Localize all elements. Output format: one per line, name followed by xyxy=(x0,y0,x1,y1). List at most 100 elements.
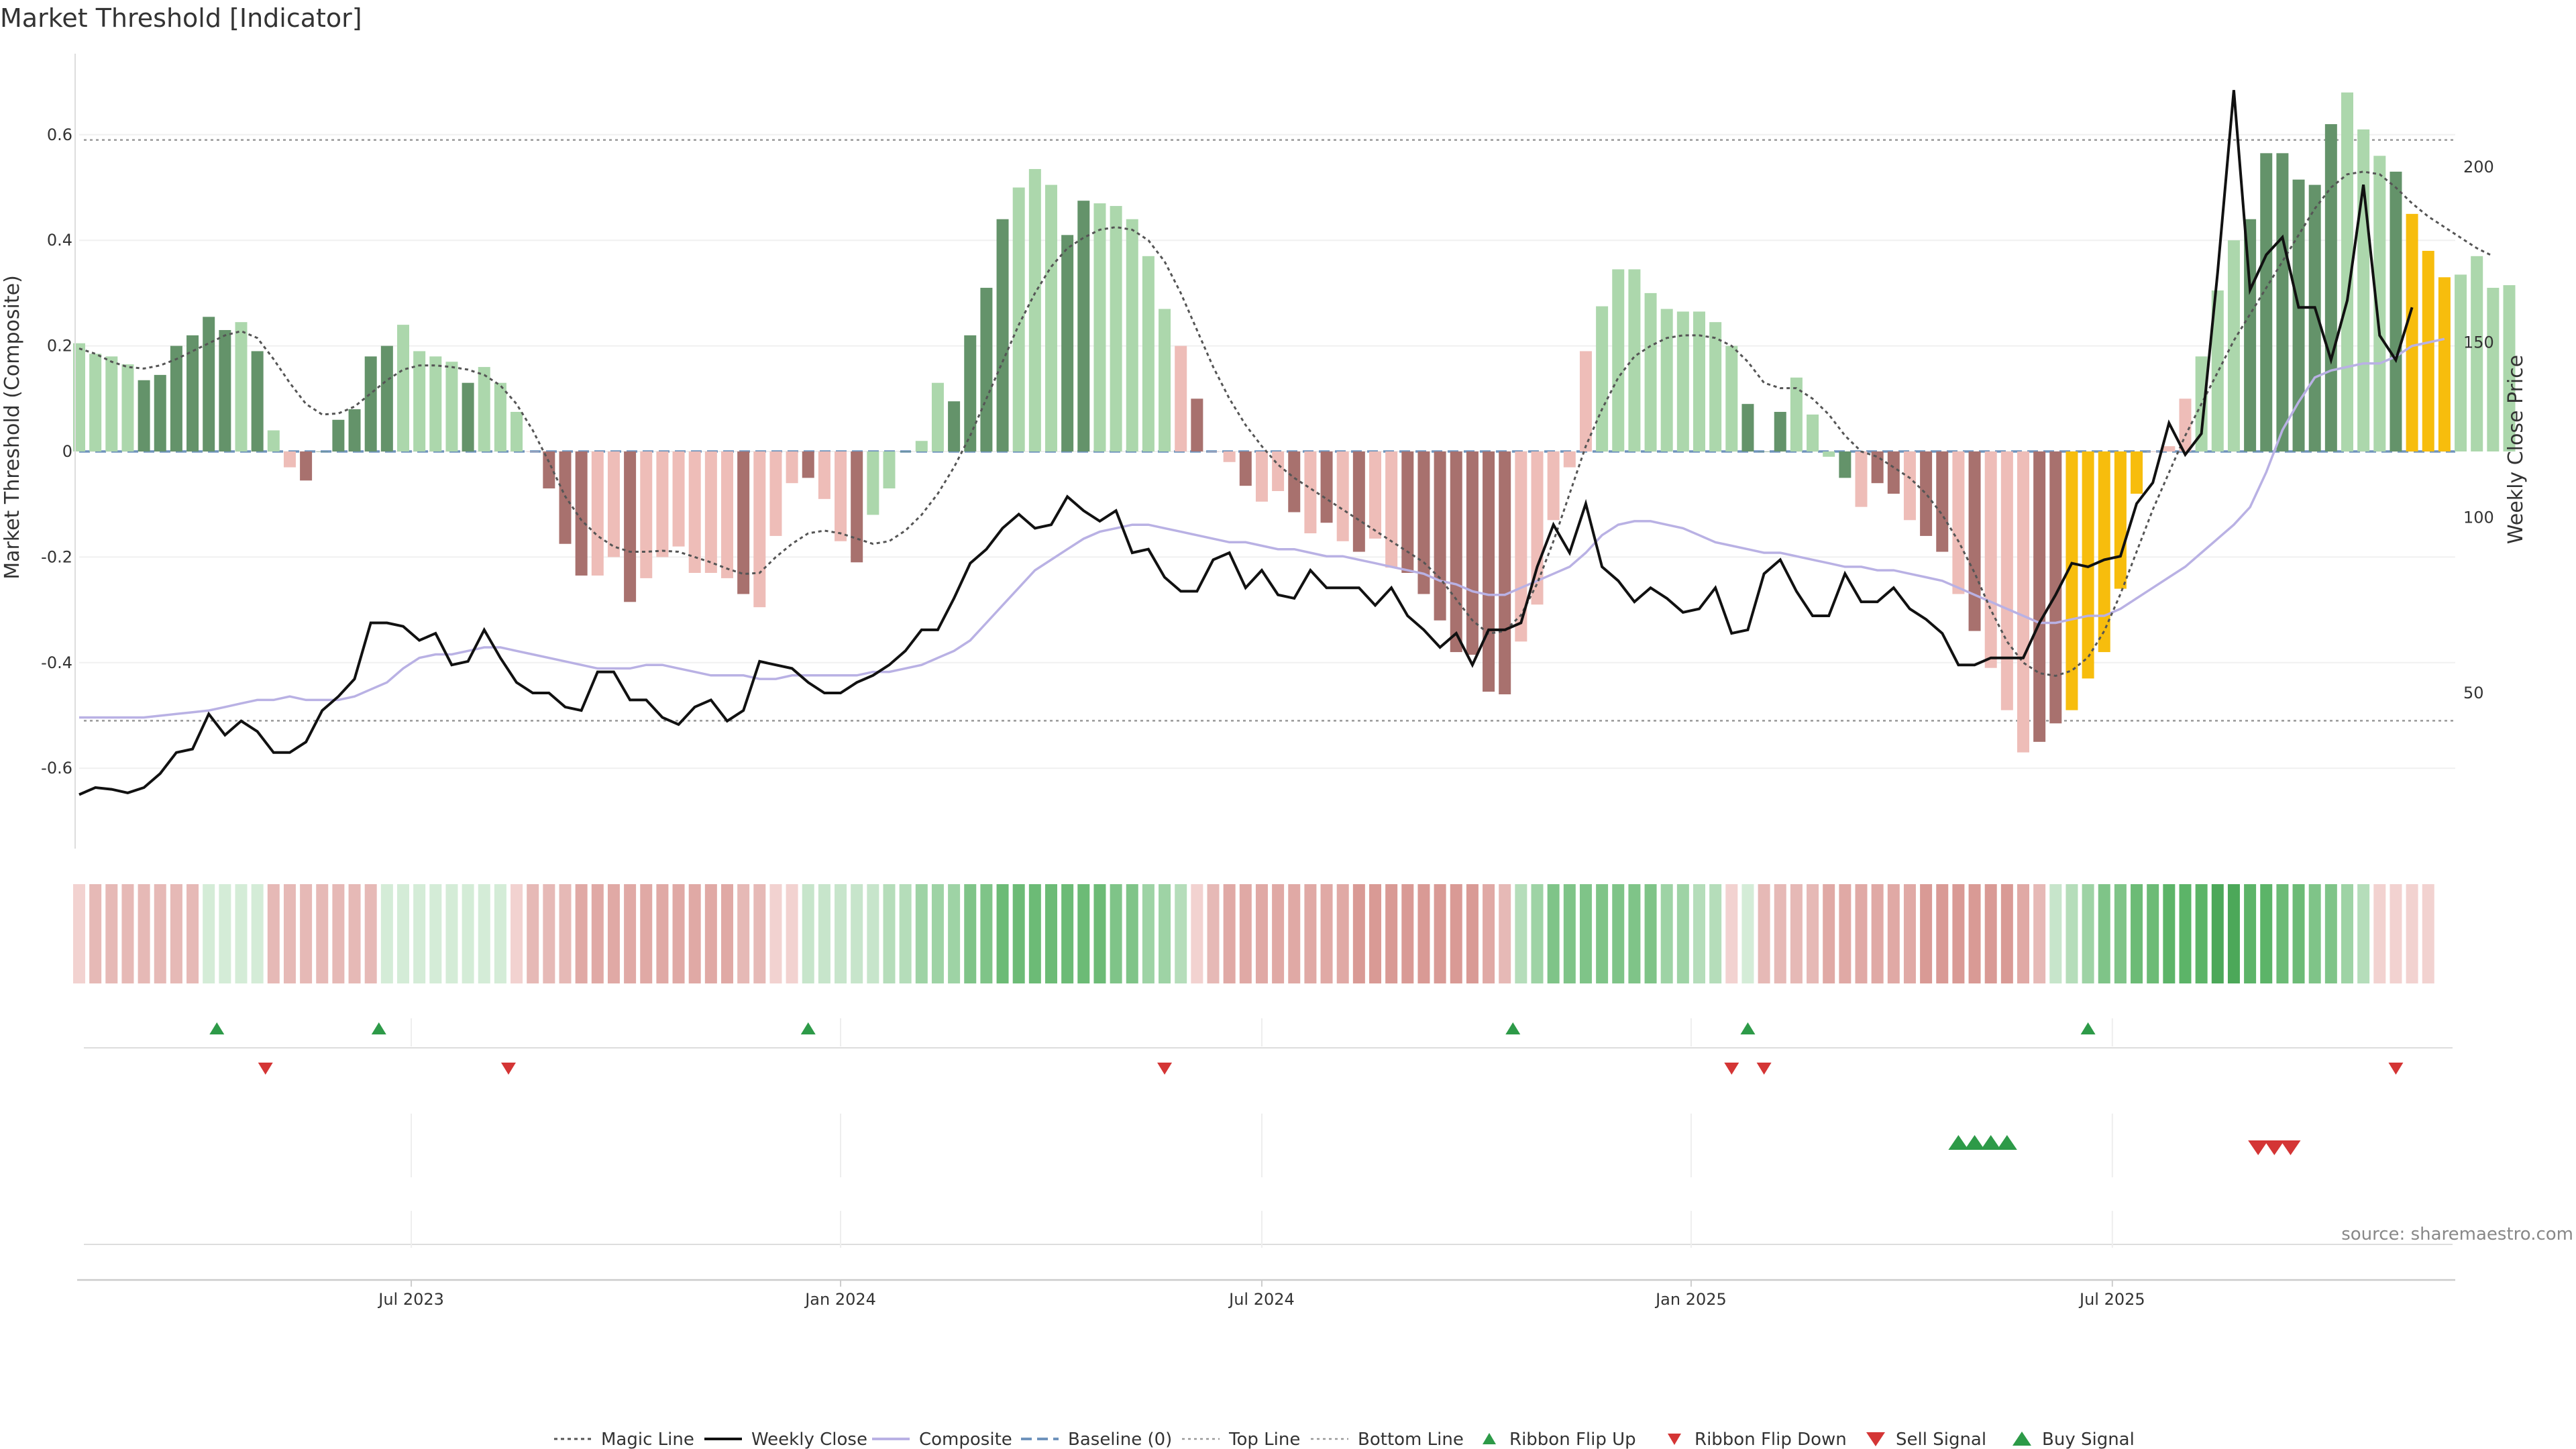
legend-swatch xyxy=(1866,1432,1885,1446)
ribbon-cell xyxy=(154,884,166,983)
ribbon-cell xyxy=(688,884,701,983)
legend-label: Ribbon Flip Up xyxy=(1509,1430,1636,1449)
x-tick-label: Jul 2023 xyxy=(377,1290,444,1309)
composite-bar xyxy=(1093,203,1106,451)
legend-label: Ribbon Flip Down xyxy=(1695,1430,1847,1449)
composite-bar xyxy=(1417,451,1430,594)
composite-bar xyxy=(802,451,814,478)
composite-bar xyxy=(1272,451,1285,492)
ribbon-cell xyxy=(1531,884,1544,983)
ribbon-cell xyxy=(397,884,409,983)
composite-bar xyxy=(154,374,166,451)
composite-bar xyxy=(2098,451,2110,653)
legend-item: Sell Signal xyxy=(1866,1430,1986,1449)
composite-bar xyxy=(235,322,248,451)
composite-bar xyxy=(2065,451,2078,710)
y-tick-right: 100 xyxy=(2463,508,2494,527)
legend-swatch xyxy=(1668,1434,1681,1445)
composite-bar xyxy=(624,451,637,602)
source-note: source: sharemaestro.com xyxy=(2341,1224,2573,1244)
composite-bar xyxy=(348,409,361,451)
ribbon-cell xyxy=(413,884,426,983)
composite-bar xyxy=(267,430,280,451)
ribbon-cell xyxy=(1887,884,1900,983)
ribbon-flip-up-marker xyxy=(800,1022,816,1034)
composite-bar xyxy=(1336,451,1349,541)
composite-bar xyxy=(2131,451,2143,494)
ribbon-cell xyxy=(1855,884,1868,983)
composite-bar xyxy=(672,451,685,547)
ribbon-cell xyxy=(121,884,134,983)
buy-signal-marker xyxy=(1996,1135,2017,1150)
ribbon-cell xyxy=(267,884,280,983)
y-tick-left: 0.6 xyxy=(47,125,72,144)
ribbon-cell xyxy=(2422,884,2434,983)
ribbon-cell xyxy=(138,884,150,983)
legend-item: Weekly Close xyxy=(704,1430,867,1449)
ribbon-cell xyxy=(1903,884,1916,983)
ribbon-cell xyxy=(203,884,215,983)
composite-bar xyxy=(688,451,701,574)
composite-bar xyxy=(1385,451,1398,568)
composite-bar xyxy=(105,356,118,451)
ribbon-cell xyxy=(1676,884,1689,983)
composite-bar xyxy=(1855,451,1868,507)
composite-bar xyxy=(1693,311,1705,451)
ribbon-cell xyxy=(931,884,944,983)
composite-bar xyxy=(996,219,1009,451)
composite-bar xyxy=(2503,285,2516,451)
ribbon-cell xyxy=(656,884,669,983)
composite-bar xyxy=(2341,92,2353,452)
composite-bar xyxy=(380,345,393,451)
y-tick-right: 150 xyxy=(2463,333,2494,352)
ribbon-cell xyxy=(186,884,199,983)
ribbon-cell xyxy=(1952,884,1965,983)
composite-bar xyxy=(1936,451,1949,552)
ribbon-cell xyxy=(1483,884,1495,983)
ribbon-cell xyxy=(1563,884,1576,983)
ribbon-cell xyxy=(105,884,118,983)
composite-bar xyxy=(1741,404,1754,451)
composite-bar xyxy=(2227,240,2240,451)
composite-bar xyxy=(2260,153,2273,451)
composite-bar xyxy=(1434,451,1446,621)
composite-bar xyxy=(704,451,717,574)
ribbon-cell xyxy=(1272,884,1285,983)
composite-bar xyxy=(1012,187,1025,451)
ribbon-cell xyxy=(2065,884,2078,983)
ribbon-cell xyxy=(1741,884,1754,983)
ribbon-cell xyxy=(2406,884,2418,983)
legend-label: Bottom Line xyxy=(1358,1430,1464,1449)
ribbon-cell xyxy=(348,884,361,983)
composite-bar xyxy=(1676,311,1689,451)
ribbon-cell xyxy=(704,884,717,983)
ribbon-cell xyxy=(1871,884,1884,983)
ribbon-cell xyxy=(1984,884,1997,983)
ribbon-cell xyxy=(1499,884,1511,983)
legend-swatch xyxy=(2012,1432,2031,1446)
composite-bar xyxy=(1061,235,1074,451)
legend-item: Ribbon Flip Up xyxy=(1483,1430,1636,1449)
ribbon-cell xyxy=(1207,884,1220,983)
ribbon-cell xyxy=(1045,884,1057,983)
y-tick-left: -0.6 xyxy=(41,759,72,777)
signal-panel xyxy=(84,1114,2453,1245)
composite-bar xyxy=(1903,451,1916,521)
ribbon-cell xyxy=(1790,884,1803,983)
ribbon-cell xyxy=(1920,884,1933,983)
composite-bar xyxy=(737,451,750,594)
composite-bar xyxy=(1077,201,1090,451)
ribbon-cell xyxy=(1093,884,1106,983)
ribbon-cell xyxy=(1628,884,1641,983)
y-axis-right-label: Weekly Close Price xyxy=(2504,355,2528,544)
ribbon-cell xyxy=(2033,884,2046,983)
composite-bar xyxy=(2455,274,2467,451)
ribbon-cell xyxy=(607,884,620,983)
composite-bar xyxy=(769,451,782,536)
ribbon-cell xyxy=(1758,884,1770,983)
composite-bar xyxy=(2049,451,2062,724)
ribbon-cell xyxy=(1547,884,1560,983)
y-tick-left: -0.2 xyxy=(41,547,72,566)
ribbon-cell xyxy=(1352,884,1365,983)
sell-signal-marker xyxy=(2264,1140,2285,1155)
